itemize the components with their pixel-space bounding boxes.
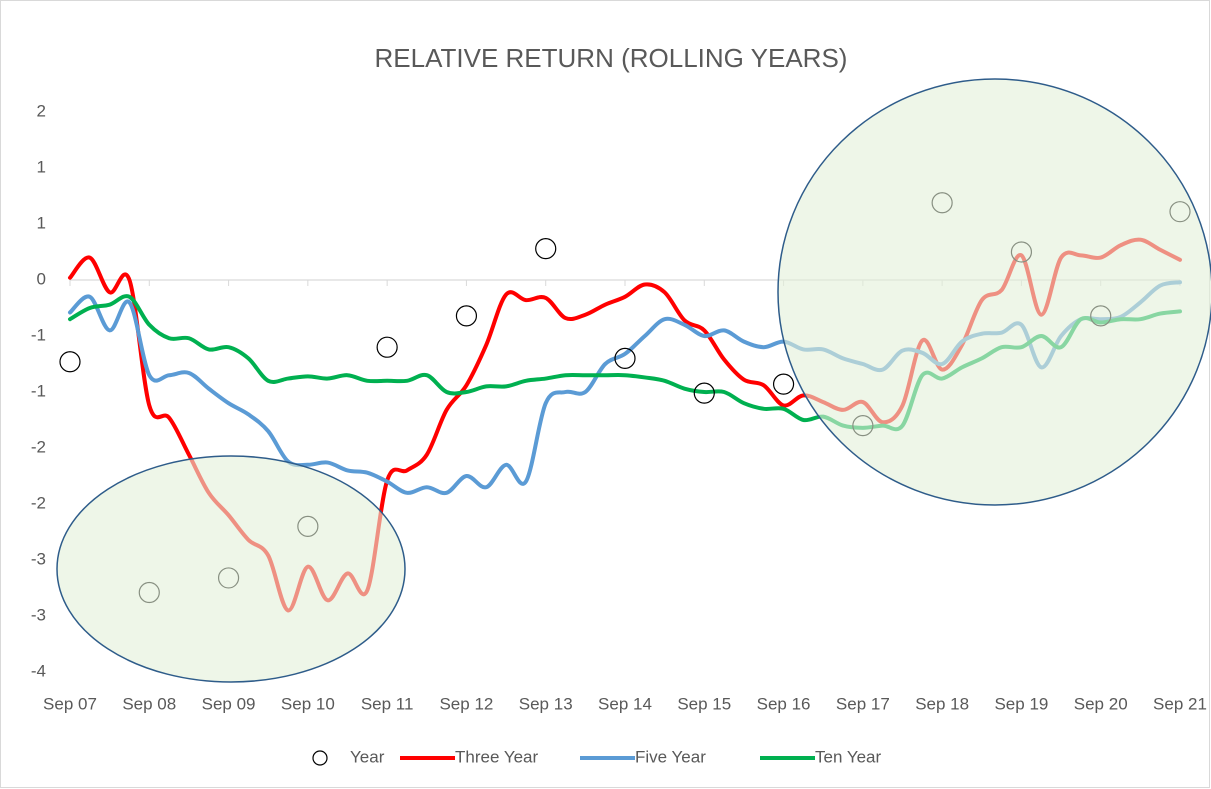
y-tick-label: 0 [37, 269, 46, 288]
x-tick-label: Sep 16 [757, 694, 811, 713]
x-tick-label: Sep 13 [519, 694, 573, 713]
year-marker [772, 373, 795, 395]
legend-label: Ten Year [815, 747, 882, 766]
year-marker [614, 347, 636, 369]
y-tick-label: -1 [31, 325, 46, 344]
x-tick-label: Sep 11 [361, 694, 414, 713]
year-marker [535, 238, 557, 260]
x-tick-label: Sep 10 [281, 694, 335, 713]
year-marker [376, 336, 398, 358]
y-tick-label: -2 [31, 437, 46, 456]
legend: Year Three Year Five Year Ten Year [312, 747, 882, 766]
year-marker [693, 382, 715, 404]
x-tick-label: Sep 20 [1074, 694, 1128, 713]
legend-label: Year [350, 747, 385, 766]
highlight-ellipse [777, 78, 1211, 506]
y-tick-label: -4 [31, 661, 46, 680]
x-tick-label: Sep 21 [1153, 694, 1207, 713]
x-tick-label: Sep 09 [202, 694, 256, 713]
x-tick-label: Sep 17 [836, 694, 890, 713]
year-marker [455, 305, 478, 327]
y-tick-label: -3 [31, 605, 46, 624]
x-tick-label: Sep 12 [439, 694, 493, 713]
y-tick-label: 1 [37, 213, 46, 232]
highlight-ellipse [56, 455, 406, 683]
y-tick-label: -3 [31, 549, 46, 568]
x-tick-label: Sep 14 [598, 694, 652, 713]
y-tick-label: -2 [31, 493, 46, 512]
x-tick-label: Sep 08 [122, 694, 176, 713]
y-tick-label: 1 [37, 157, 46, 176]
x-tick-label: Sep 18 [915, 694, 969, 713]
legend-label: Five Year [635, 747, 706, 766]
x-tick-label: Sep 15 [677, 694, 731, 713]
x-tick-label: Sep 19 [994, 694, 1048, 713]
legend-label: Three Year [455, 747, 539, 766]
y-tick-label: -1 [31, 381, 46, 400]
x-tick-label: Sep 07 [43, 694, 97, 713]
chart-title: RELATIVE RETURN (ROLLING YEARS) [375, 43, 848, 73]
y-tick-label: 2 [37, 101, 46, 120]
legend-marker [312, 750, 328, 766]
year-marker [59, 351, 81, 373]
